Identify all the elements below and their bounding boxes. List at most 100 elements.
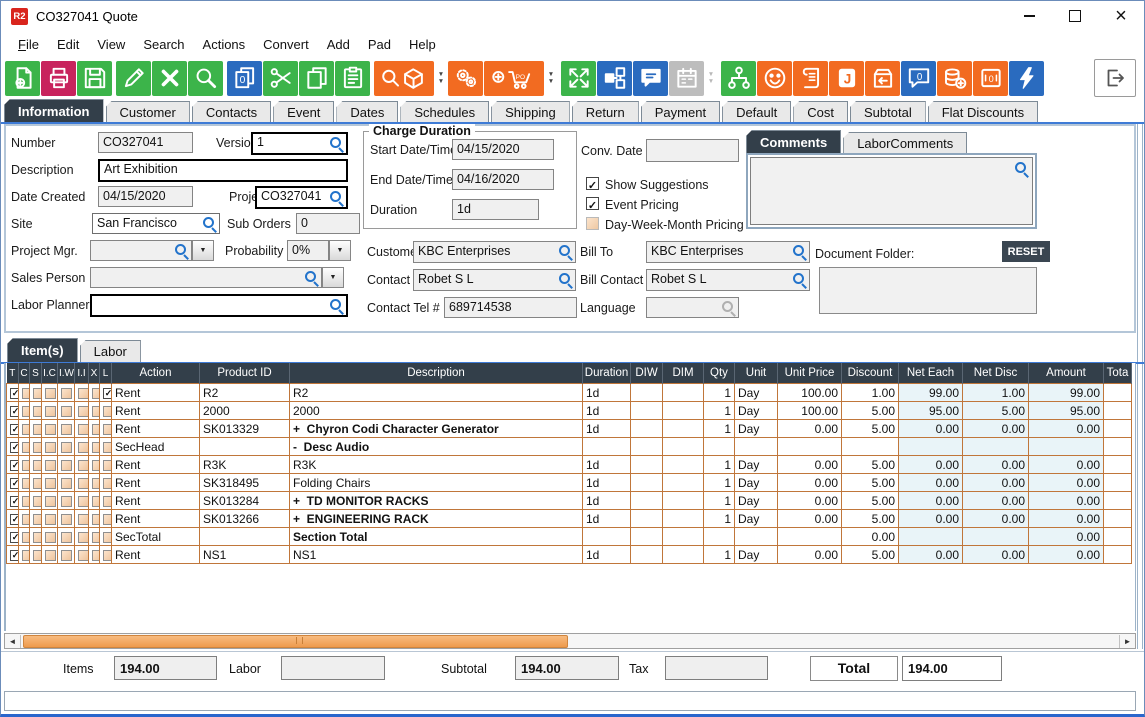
cell-check-iw[interactable] bbox=[57, 455, 75, 474]
tab-customer[interactable]: Customer bbox=[105, 101, 190, 123]
cell-discount[interactable]: 5.00 bbox=[841, 473, 899, 492]
cell-check-ic[interactable] bbox=[41, 419, 58, 438]
contact-tel-field[interactable]: 689714538 bbox=[444, 297, 577, 318]
cell-check-ic[interactable] bbox=[41, 491, 58, 510]
cell-check-t[interactable]: ✓ bbox=[6, 545, 19, 564]
cell-check-iw[interactable] bbox=[57, 473, 75, 492]
unchecked-checkbox-icon[interactable] bbox=[103, 459, 111, 471]
cell-diw[interactable] bbox=[630, 545, 663, 564]
unchecked-checkbox-icon[interactable] bbox=[61, 441, 72, 453]
expand-button[interactable] bbox=[561, 60, 596, 96]
unchecked-checkbox-icon[interactable] bbox=[103, 477, 111, 489]
menu-add[interactable]: Add bbox=[326, 36, 350, 52]
unchecked-checkbox-icon[interactable] bbox=[92, 441, 99, 453]
cell-action[interactable]: Rent bbox=[111, 455, 200, 474]
cell-check-s[interactable] bbox=[29, 383, 42, 402]
cell-unit-price[interactable]: 0.00 bbox=[777, 473, 842, 492]
cell-amount[interactable]: 0.00 bbox=[1028, 509, 1104, 528]
unchecked-checkbox-icon[interactable] bbox=[61, 531, 72, 543]
cell-check-s[interactable] bbox=[29, 473, 42, 492]
search-icon[interactable] bbox=[793, 245, 807, 261]
cell-total[interactable] bbox=[1103, 527, 1132, 546]
cell-check-x[interactable] bbox=[88, 509, 100, 528]
cell-description[interactable]: + TD MONITOR RACKS bbox=[289, 491, 583, 510]
smiley-button[interactable] bbox=[757, 60, 792, 96]
find-item-button[interactable] bbox=[374, 60, 434, 96]
start-date-field[interactable]: 04/15/2020 bbox=[452, 139, 554, 160]
cell-amount[interactable]: 0.00 bbox=[1028, 527, 1104, 546]
cell-unit[interactable]: Day bbox=[734, 455, 778, 474]
checked-checkbox-icon[interactable]: ✓ bbox=[10, 387, 18, 399]
menu-edit[interactable]: Edit bbox=[56, 36, 80, 52]
unchecked-checkbox-icon[interactable] bbox=[33, 495, 41, 507]
cell-check-ii[interactable] bbox=[74, 509, 89, 528]
unchecked-checkbox-icon[interactable] bbox=[61, 549, 72, 561]
unchecked-checkbox-icon[interactable] bbox=[33, 441, 41, 453]
unchecked-checkbox-icon[interactable] bbox=[103, 441, 111, 453]
journal-button[interactable]: J bbox=[829, 60, 864, 96]
unchecked-checkbox-icon[interactable] bbox=[92, 531, 99, 543]
checked-checkbox-icon[interactable]: ✓ bbox=[10, 477, 18, 489]
save-button[interactable] bbox=[77, 60, 112, 96]
cell-discount[interactable]: 5.00 bbox=[841, 491, 899, 510]
unchecked-checkbox-icon[interactable] bbox=[33, 387, 41, 399]
cell-check-ii[interactable] bbox=[74, 455, 89, 474]
cell-duration[interactable]: 1d bbox=[582, 545, 631, 564]
cell-action[interactable]: SecTotal bbox=[111, 527, 200, 546]
paste-button[interactable] bbox=[335, 60, 370, 96]
tab-schedules[interactable]: Schedules bbox=[400, 101, 490, 123]
cell-check-l[interactable] bbox=[99, 545, 112, 564]
tab-payment[interactable]: Payment bbox=[640, 101, 721, 123]
cell-dim[interactable] bbox=[662, 509, 704, 528]
unchecked-checkbox-icon[interactable] bbox=[33, 549, 41, 561]
cell-discount[interactable]: 5.00 bbox=[841, 509, 899, 528]
show-suggestions-checkbox[interactable] bbox=[586, 177, 599, 190]
cell-discount[interactable]: 5.00 bbox=[841, 419, 899, 438]
exit-button[interactable] bbox=[1094, 59, 1136, 97]
cell-check-iw[interactable] bbox=[57, 383, 75, 402]
unchecked-checkbox-icon[interactable] bbox=[61, 477, 72, 489]
cell-discount[interactable]: 5.00 bbox=[841, 455, 899, 474]
description-field[interactable]: Art Exhibition bbox=[98, 159, 348, 182]
unchecked-checkbox-icon[interactable] bbox=[78, 423, 88, 435]
cell-net-disc[interactable]: 0.00 bbox=[962, 545, 1029, 564]
menu-search[interactable]: Search bbox=[143, 36, 185, 52]
cell-check-ic[interactable] bbox=[41, 509, 58, 528]
tab-item-s-[interactable]: Item(s) bbox=[7, 338, 78, 362]
cell-check-c[interactable] bbox=[18, 527, 30, 546]
unchecked-checkbox-icon[interactable] bbox=[45, 459, 56, 471]
cell-qty[interactable] bbox=[703, 527, 735, 546]
unchecked-checkbox-icon[interactable] bbox=[78, 513, 88, 525]
unchecked-checkbox-icon[interactable] bbox=[103, 531, 111, 543]
cell-check-x[interactable] bbox=[88, 401, 100, 420]
duplicate-zero-button[interactable]: 0 bbox=[227, 60, 262, 96]
cell-check-t[interactable]: ✓ bbox=[6, 401, 19, 420]
unchecked-checkbox-icon[interactable] bbox=[78, 405, 88, 417]
unchecked-checkbox-icon[interactable] bbox=[103, 495, 111, 507]
cell-net-each[interactable]: 0.00 bbox=[898, 455, 963, 474]
cell-unit[interactable]: Day bbox=[734, 491, 778, 510]
cell-qty[interactable]: 1 bbox=[703, 491, 735, 510]
cell-check-x[interactable] bbox=[88, 419, 100, 438]
tab-return[interactable]: Return bbox=[571, 101, 639, 123]
cell-unit[interactable]: Day bbox=[734, 401, 778, 420]
cell-check-c[interactable] bbox=[18, 383, 30, 402]
unchecked-checkbox-icon[interactable] bbox=[22, 459, 29, 471]
cell-net-each[interactable]: 0.00 bbox=[898, 545, 963, 564]
tab-information[interactable]: Information bbox=[4, 99, 104, 123]
cell-net-each[interactable]: 99.00 bbox=[898, 383, 963, 402]
tab-comments[interactable]: Comments bbox=[746, 130, 842, 154]
cell-check-t[interactable]: ✓ bbox=[6, 437, 19, 456]
cell-total[interactable] bbox=[1103, 383, 1132, 402]
cell-net-each[interactable]: 0.00 bbox=[898, 491, 963, 510]
cell-check-ii[interactable] bbox=[74, 473, 89, 492]
cell-duration[interactable]: 1d bbox=[582, 491, 631, 510]
cell-description[interactable]: + Chyron Codi Character Generator bbox=[289, 419, 583, 438]
search-icon[interactable] bbox=[330, 137, 344, 153]
dropdown-arrows-icon[interactable] bbox=[435, 60, 447, 96]
dropdown-arrows-icon[interactable] bbox=[545, 60, 557, 96]
cell-diw[interactable] bbox=[630, 473, 663, 492]
cell-amount[interactable]: 99.00 bbox=[1028, 383, 1104, 402]
unchecked-checkbox-icon[interactable] bbox=[22, 405, 29, 417]
cell-dim[interactable] bbox=[662, 455, 704, 474]
